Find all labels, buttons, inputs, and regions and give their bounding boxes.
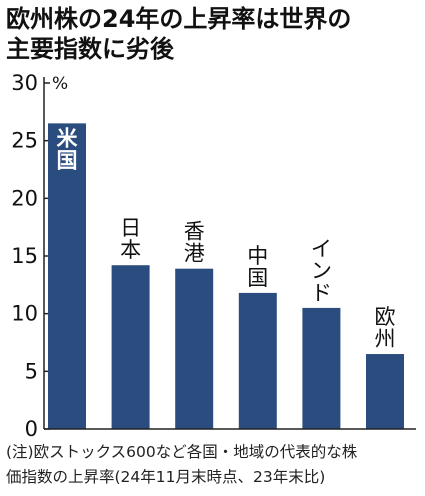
footnote-line2: 価指数の上昇率(24年11月末時点、23年末比) [6,468,326,486]
chart-title: 欧州株の24年の上昇率は世界の 主要指数に劣後 [6,4,420,64]
y-tick-label: 5 [25,359,38,383]
bar-category-label: 本 [120,238,141,262]
chart-title-line2: 主要指数に劣後 [6,35,174,63]
bar-category-label: 欧 [375,305,396,329]
bar [111,265,150,429]
bar [175,268,214,429]
bar-category-label: ン [311,259,332,283]
bar-category-label: ド [311,281,332,305]
bar-category-label: 中 [247,244,268,268]
y-tick-label: 10 [11,302,38,326]
footnote-line1: (注)欧ストックス600など各国・地域の代表的な株 [6,443,358,461]
y-tick-label: 30 [11,71,38,95]
bar-category-label: 国 [247,266,268,290]
bar-category-label: 州 [375,327,396,351]
chart-title-line1: 欧州株の24年の上昇率は世界の [6,5,352,33]
bar-category-label: 香 [184,220,205,244]
bar [366,354,404,429]
y-unit-label: % [52,74,68,94]
y-tick-label: 25 [11,129,38,153]
y-tick-label: 15 [11,244,38,268]
bar-category-label: 日 [120,216,141,240]
y-tick-label: 0 [25,417,38,441]
bar [302,307,341,429]
bar-category-label: 国 [57,148,78,172]
bar [238,292,277,429]
bar-category-label: イ [311,237,332,261]
bar-category-label: 米 [57,126,79,150]
y-tick-label: 20 [11,186,38,210]
footnote: (注)欧ストックス600など各国・地域の代表的な株 価指数の上昇率(24年11月… [6,440,422,490]
bar [48,123,86,429]
bar-category-label: 港 [184,242,205,266]
